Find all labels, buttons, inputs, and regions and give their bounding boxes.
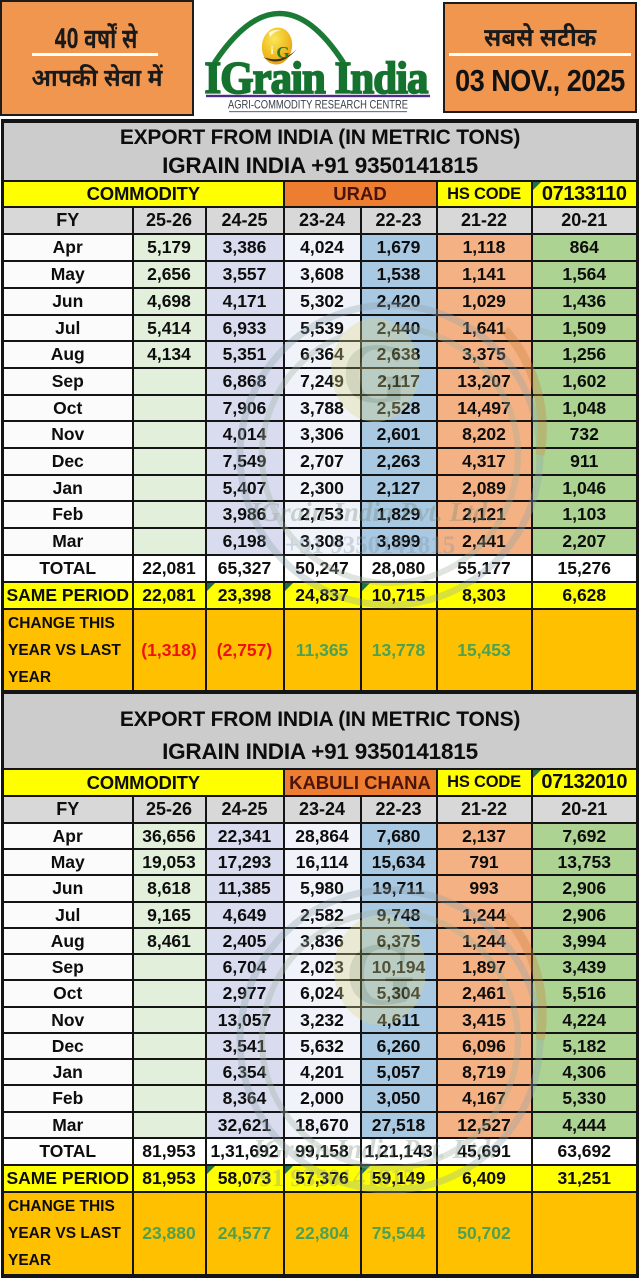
svg-text:AGRI-COMMODITY RESEARCH CENTRE: AGRI-COMMODITY RESEARCH CENTRE <box>228 98 408 112</box>
svg-text:i: i <box>270 43 274 57</box>
svg-text:G: G <box>276 43 289 62</box>
